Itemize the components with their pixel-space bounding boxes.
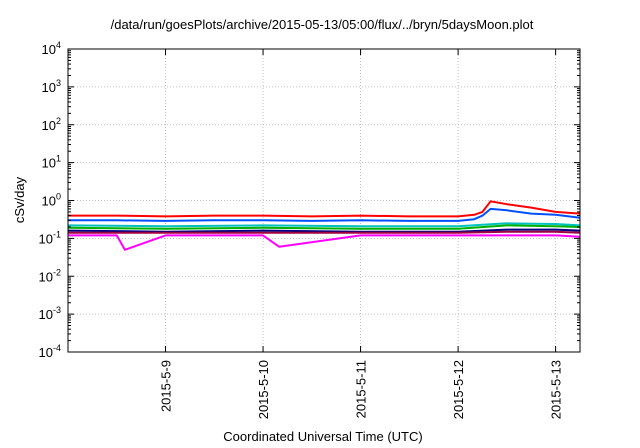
y-tick-label: 10-3 xyxy=(39,305,61,322)
y-axis-label: cSv/day xyxy=(12,176,27,223)
x-tick-label: 2015-5-9 xyxy=(159,360,174,412)
x-tick-label: 2015-5-10 xyxy=(256,360,271,419)
series-line-1 xyxy=(68,200,581,218)
series-line-4 xyxy=(67,224,581,230)
y-tick-label: 10-1 xyxy=(39,229,61,246)
y-axis: 10-4 10-3 10-2 10-1 100 101 102 103 104 xyxy=(39,40,580,360)
x-tick-label: 2015-5-11 xyxy=(354,360,369,418)
series-line-6 xyxy=(68,230,581,234)
x-tick-label: 2015-5-12 xyxy=(451,360,466,419)
y-tick-label: 100 xyxy=(42,192,61,209)
series-line-2 xyxy=(68,207,581,222)
y-tick-label: 10-4 xyxy=(39,343,61,360)
y-tick-label: 10-2 xyxy=(39,267,61,284)
chart-title: /data/run/goesPlots/archive/2015-05-13/0… xyxy=(111,17,534,32)
series-line-7 xyxy=(68,234,581,251)
y-tick-label: 101 xyxy=(42,154,61,171)
x-axis: 2015-5-9 2015-5-10 2015-5-11 2015-5-12 2015-… xyxy=(159,49,564,419)
grid xyxy=(68,49,580,352)
series-line-3 xyxy=(67,222,581,228)
y-tick-label: 102 xyxy=(42,116,61,133)
x-tick-label: 2015-5-13 xyxy=(549,360,564,419)
x-axis-label: Coordinated Universal Time (UTC) xyxy=(223,429,422,444)
series-group xyxy=(67,200,581,251)
series-line-5 xyxy=(67,228,581,233)
y-tick-label: 103 xyxy=(42,78,61,95)
y-tick-label: 104 xyxy=(42,40,61,57)
